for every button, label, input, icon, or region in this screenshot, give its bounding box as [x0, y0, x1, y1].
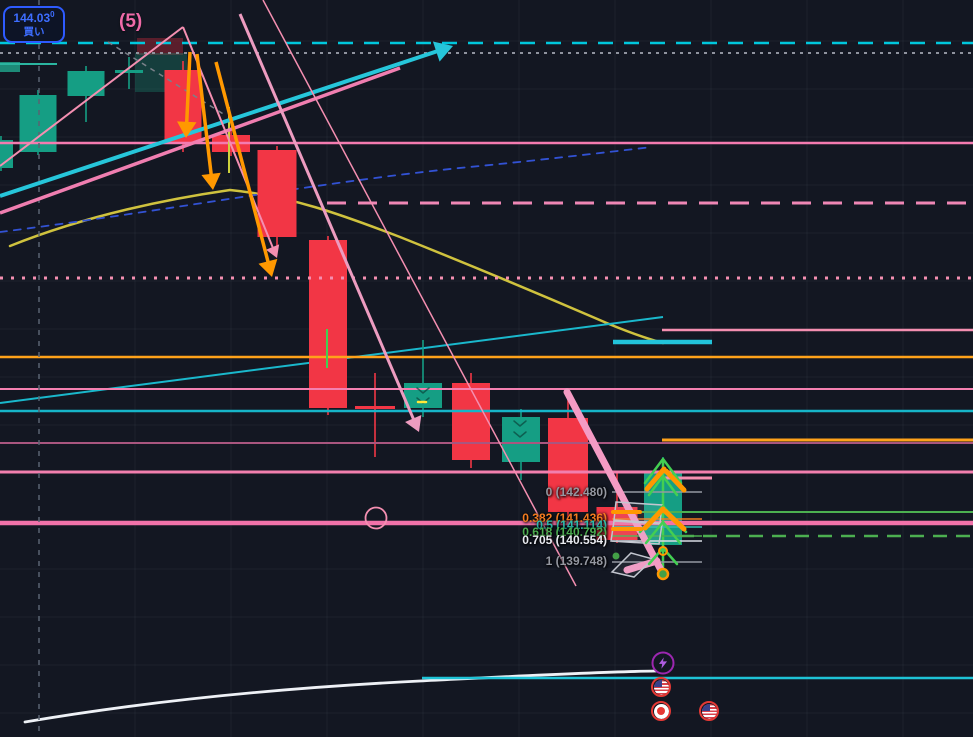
us-flag-event-icon[interactable]: [651, 677, 671, 697]
candle-mark[interactable]: [416, 387, 430, 394]
orange-arrow-1-head[interactable]: [177, 121, 197, 138]
fib-label-1[interactable]: 1 (139.748): [545, 554, 607, 568]
orange-arrow-3-head[interactable]: [258, 258, 278, 277]
cyan-trend-arrow-head[interactable]: [432, 41, 453, 62]
orange-arrow-2-head[interactable]: [201, 172, 221, 190]
candle-up: [502, 417, 540, 462]
japan-flag-event-icon[interactable]: [651, 701, 671, 721]
fib-label-0.618[interactable]: 0.618 (140.792): [522, 525, 607, 539]
candle-up: [67, 71, 105, 96]
us-flag-icon: [701, 703, 717, 719]
elliott-wave-label[interactable]: (5): [119, 11, 143, 32]
orange-chevron-arm[interactable]: [662, 508, 687, 532]
fib-label-0.705[interactable]: 0.705 (140.554): [522, 533, 607, 547]
candle-mark[interactable]: [513, 420, 527, 427]
candle-down: [548, 418, 588, 512]
us-flag-event-icon[interactable]: [699, 701, 719, 721]
candle-mark[interactable]: [513, 431, 527, 438]
candle-up: [115, 70, 143, 73]
orange-arrow-2[interactable]: [195, 53, 214, 178]
pink-arrow-2[interactable]: [238, 13, 416, 422]
fib-label-0.382[interactable]: 0.382 (141.436): [522, 511, 607, 525]
pink-arrow-2-head[interactable]: [405, 414, 422, 432]
pink-arrow-1-head[interactable]: [265, 244, 280, 258]
candle-down: [452, 383, 490, 460]
green-anchor-dot[interactable]: [612, 552, 620, 560]
fib-label-0.5[interactable]: 0.5 (141.114): [536, 518, 607, 532]
lime-chevron[interactable]: [647, 474, 679, 497]
candle-up: [404, 383, 442, 408]
order-price-badge[interactable]: 144.030 買い: [3, 6, 65, 43]
cyan-trend-arrow[interactable]: [0, 48, 440, 198]
candle-down: [355, 406, 395, 409]
order-side-label: 買い: [23, 25, 45, 38]
white-ma-curve: [23, 669, 658, 724]
pink-fan-left[interactable]: [0, 26, 184, 167]
pink-brush-2[interactable]: [623, 557, 661, 574]
candle-down: [257, 150, 297, 237]
lime-chevron[interactable]: [643, 457, 683, 485]
pink-fan-right[interactable]: [262, 0, 577, 587]
lightning-event-icon[interactable]: [651, 651, 675, 675]
edge-green-box[interactable]: [0, 62, 20, 72]
candle-down: [309, 240, 347, 408]
orange-ring-dot[interactable]: [658, 546, 668, 556]
endpoint-dot[interactable]: [656, 567, 670, 581]
lightning-bolt-icon: [658, 657, 668, 669]
blue-dashed-ma: [0, 146, 653, 233]
orange-chevron-arm[interactable]: [642, 506, 666, 531]
orange-arrow-1[interactable]: [184, 51, 192, 125]
order-price: 144.030: [13, 10, 55, 25]
gray-dashed-diagonal[interactable]: [107, 41, 226, 116]
pink-trend-line[interactable]: [0, 66, 401, 215]
us-flag-icon: [653, 679, 669, 695]
pink-circle-marker[interactable]: [364, 506, 388, 530]
orange-chevron-arm[interactable]: [663, 468, 687, 493]
yellow-ma-curve: [8, 188, 665, 345]
candle-up: [0, 140, 13, 168]
japan-flag-icon: [653, 703, 669, 719]
lime-chevron[interactable]: [644, 520, 682, 545]
orange-chevron-arm[interactable]: [644, 466, 667, 492]
supply-zone[interactable]: [137, 38, 183, 55]
fib-label-0[interactable]: 0 (142.480): [545, 485, 607, 499]
orange-arrow-3[interactable]: [214, 61, 271, 265]
